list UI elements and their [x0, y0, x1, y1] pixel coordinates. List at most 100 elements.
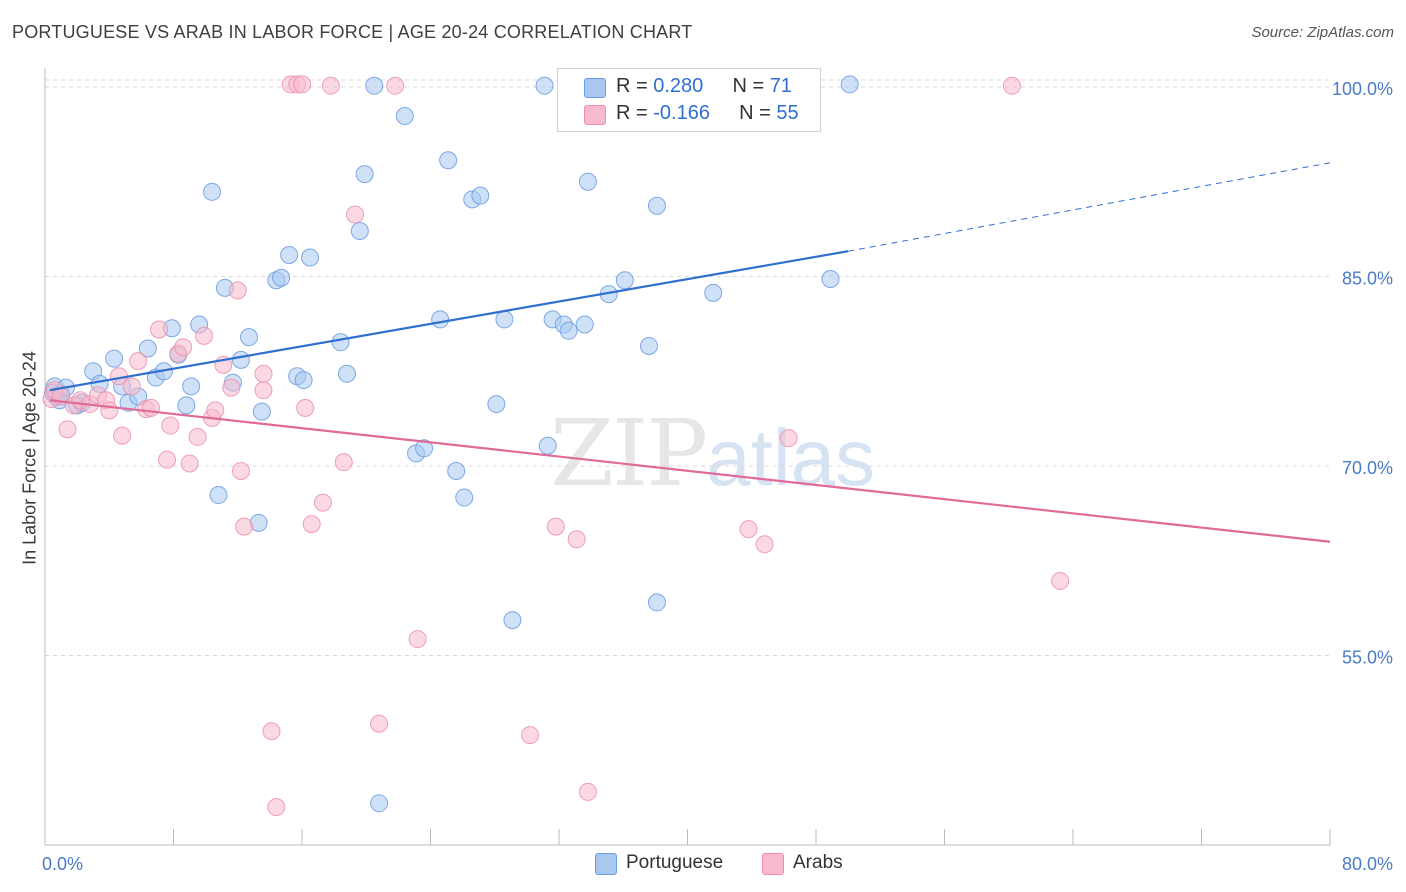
portuguese-point	[615, 271, 634, 290]
portuguese-point	[203, 182, 222, 201]
r-label: R =	[616, 102, 654, 124]
arabs-point	[188, 427, 207, 446]
n-label: N =	[732, 75, 770, 97]
r-value: 0.280	[653, 75, 704, 97]
arabs-point	[313, 493, 332, 512]
portuguese-swatch	[584, 78, 606, 98]
arabs-point	[222, 378, 241, 397]
y-tick-label: 70.0%	[1342, 458, 1393, 478]
portuguese-point	[503, 611, 522, 630]
portuguese-point	[455, 488, 474, 507]
legend-row-arabs-text: R = -0.166 N = 55	[616, 102, 799, 125]
portuguese-point	[578, 172, 597, 191]
arabs-point	[267, 798, 286, 817]
watermark-zip: ZIP	[550, 400, 708, 507]
arabs-point	[293, 75, 311, 94]
legend-row-portuguese-text: R = 0.280 N = 71	[616, 75, 792, 98]
x-tick-label: 0.0%	[42, 854, 83, 874]
arabs-point	[1002, 76, 1021, 95]
arabs-point	[174, 338, 193, 357]
y-tick-label: 100.0%	[1332, 79, 1393, 99]
portuguese-point	[239, 328, 258, 347]
arabs-point	[521, 726, 540, 745]
arabs-point	[231, 462, 250, 481]
arabs-legend-swatch	[762, 853, 784, 875]
chart-title: PORTUGUESE VS ARAB IN LABOR FORCE | AGE …	[12, 22, 693, 42]
portuguese-point	[301, 248, 320, 267]
arabs-point	[142, 398, 161, 417]
arabs-point	[578, 782, 597, 801]
arabs-point	[739, 520, 758, 539]
arabs-point	[370, 714, 389, 733]
arabs-point	[408, 630, 427, 649]
portuguese-point	[231, 350, 250, 369]
arabs-point	[254, 364, 273, 383]
portuguese-point	[331, 333, 350, 352]
r-value: -0.166	[653, 102, 710, 124]
n-value: 71	[769, 75, 792, 97]
portuguese-point	[337, 364, 356, 383]
portuguese-point	[209, 486, 228, 505]
portuguese-point	[495, 310, 514, 329]
arabs-point	[262, 722, 281, 741]
portuguese-point	[365, 76, 384, 95]
portuguese-point	[487, 395, 506, 414]
portuguese-point	[105, 349, 124, 368]
tick-labels: 55.0% 70.0% 85.0% 100.0% 0.0% 80.0%	[42, 79, 1393, 874]
correlation-legend: R = 0.280 N = 71 R = -0.166 N = 55	[557, 68, 821, 132]
arabs-point	[254, 381, 273, 400]
portuguese-point	[294, 371, 313, 390]
portuguese-trend-line	[49, 250, 849, 392]
arabs-point	[129, 352, 148, 371]
watermark-atlas: atlas	[706, 413, 876, 502]
arabs-point	[235, 517, 254, 536]
portuguese-point	[177, 396, 196, 415]
portuguese-point	[538, 436, 557, 455]
arabs-point	[228, 281, 247, 300]
y-tick-label: 55.0%	[1342, 647, 1393, 667]
portuguese-point	[821, 269, 840, 288]
portuguese-point	[370, 794, 389, 813]
portuguese-point	[252, 402, 271, 421]
arabs-point	[779, 429, 798, 448]
x-tick-label: 80.0%	[1342, 854, 1393, 874]
n-value: 55	[776, 102, 799, 124]
portuguese-legend-label: Portuguese	[626, 852, 724, 873]
portuguese-point	[471, 186, 490, 205]
arabs-point	[195, 326, 214, 345]
portuguese-point	[138, 339, 157, 358]
arabs-point	[546, 517, 565, 536]
portuguese-point	[395, 107, 414, 126]
portuguese-point	[439, 151, 458, 170]
arabs-point	[302, 515, 321, 534]
arabs-point	[180, 454, 199, 473]
portuguese-legend-swatch	[595, 853, 617, 875]
arabs-point	[755, 535, 774, 554]
arabs-point	[158, 450, 177, 469]
arabs-point	[113, 426, 132, 445]
arabs-point	[100, 401, 119, 420]
arabs-point	[58, 420, 77, 439]
portuguese-point	[559, 321, 578, 340]
arabs-swatch	[584, 105, 606, 125]
arabs-point	[122, 377, 141, 396]
portuguese-point	[280, 245, 299, 264]
watermark: ZIPatlas	[550, 400, 875, 507]
portuguese-point	[272, 268, 291, 287]
arabs-point	[386, 76, 405, 95]
arabs-point	[150, 320, 169, 339]
arabs-point	[1051, 571, 1070, 590]
portuguese-trend-extension	[848, 162, 1331, 252]
portuguese-point	[415, 439, 434, 458]
trend-lines	[49, 162, 1331, 543]
data-points	[42, 75, 1070, 817]
portuguese-point	[350, 221, 369, 240]
portuguese-point	[647, 196, 666, 215]
source-label: Source: ZipAtlas.com	[1251, 24, 1394, 41]
n-label: N =	[739, 102, 777, 124]
portuguese-point	[447, 462, 466, 481]
arabs-point	[206, 401, 225, 420]
portuguese-point	[840, 75, 859, 94]
axes	[44, 68, 1331, 846]
